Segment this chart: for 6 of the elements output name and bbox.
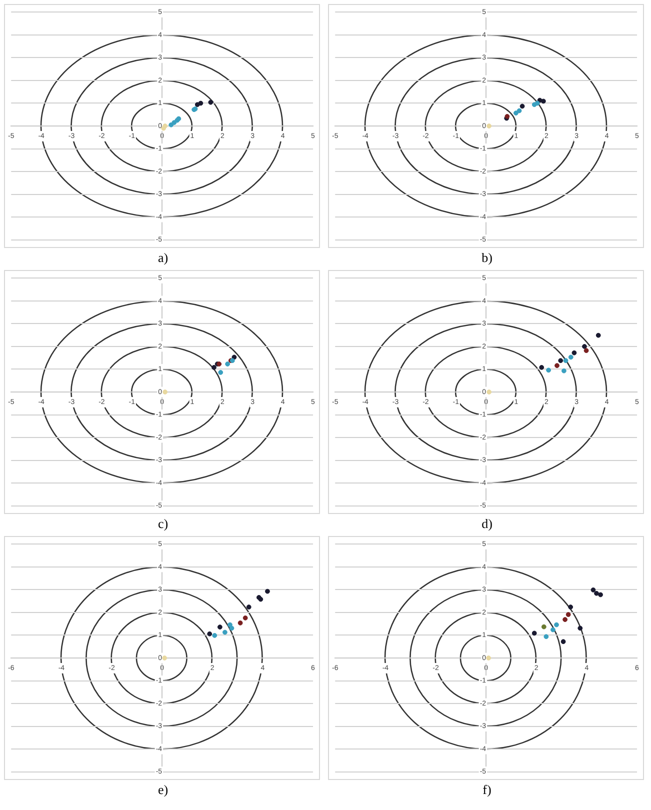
text: d) [480, 515, 494, 533]
text: e) [156, 781, 170, 799]
text: f) [482, 781, 492, 799]
text: b) [480, 249, 494, 267]
text: a) [156, 249, 170, 267]
text: c) [156, 515, 170, 533]
